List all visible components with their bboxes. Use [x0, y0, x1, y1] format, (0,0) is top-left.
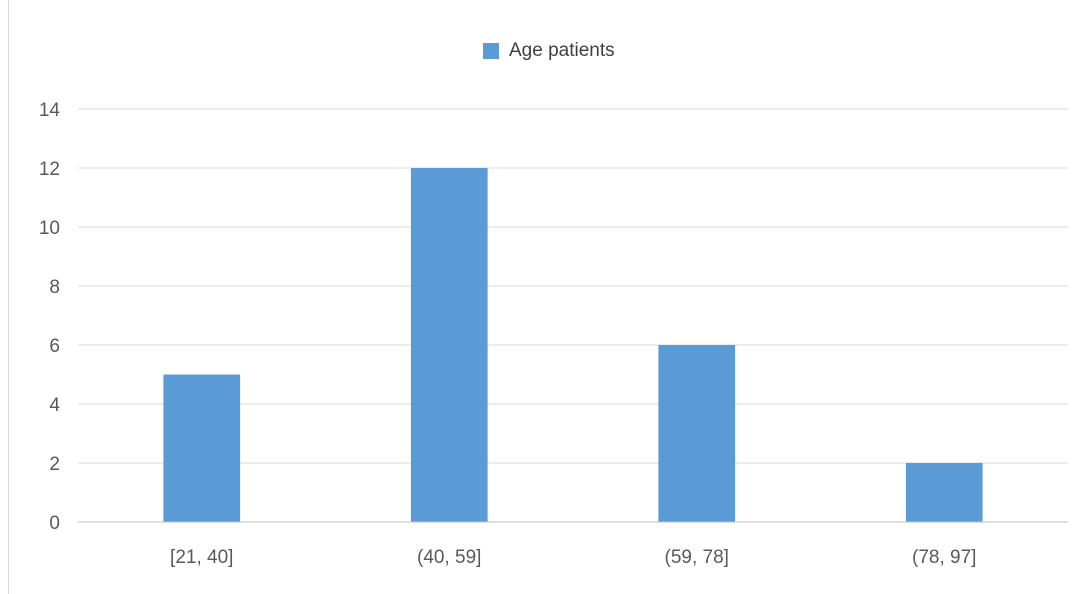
bar-2 — [658, 345, 736, 522]
grid-lines — [78, 108, 1068, 464]
bars — [163, 168, 983, 522]
x-tick-label: (40, 59] — [417, 547, 481, 568]
bar-0 — [163, 374, 241, 522]
y-tick-label: 6 — [49, 336, 60, 357]
legend-swatch — [483, 43, 499, 59]
x-axis-tick-labels: [21, 40] (40, 59] (59, 78] (78, 97] — [170, 547, 976, 568]
y-tick-label: 8 — [49, 277, 60, 298]
y-tick-label: 0 — [49, 513, 60, 534]
bar-3 — [905, 463, 983, 522]
x-tick-label: [21, 40] — [170, 547, 233, 568]
x-tick-label: (78, 97] — [912, 547, 976, 568]
y-tick-label: 14 — [39, 100, 61, 121]
legend: Age patients — [483, 40, 615, 62]
y-tick-label: 10 — [39, 218, 60, 239]
left-frame-line — [8, 0, 9, 594]
y-axis-tick-labels: 0 2 4 6 8 10 12 14 — [39, 100, 61, 534]
y-tick-label: 4 — [49, 395, 60, 416]
bar-1 — [410, 168, 488, 522]
x-tick-label: (59, 78] — [665, 547, 729, 568]
legend-label: Age patients — [509, 40, 615, 61]
y-tick-label: 12 — [39, 159, 60, 180]
y-tick-label: 2 — [49, 454, 60, 475]
